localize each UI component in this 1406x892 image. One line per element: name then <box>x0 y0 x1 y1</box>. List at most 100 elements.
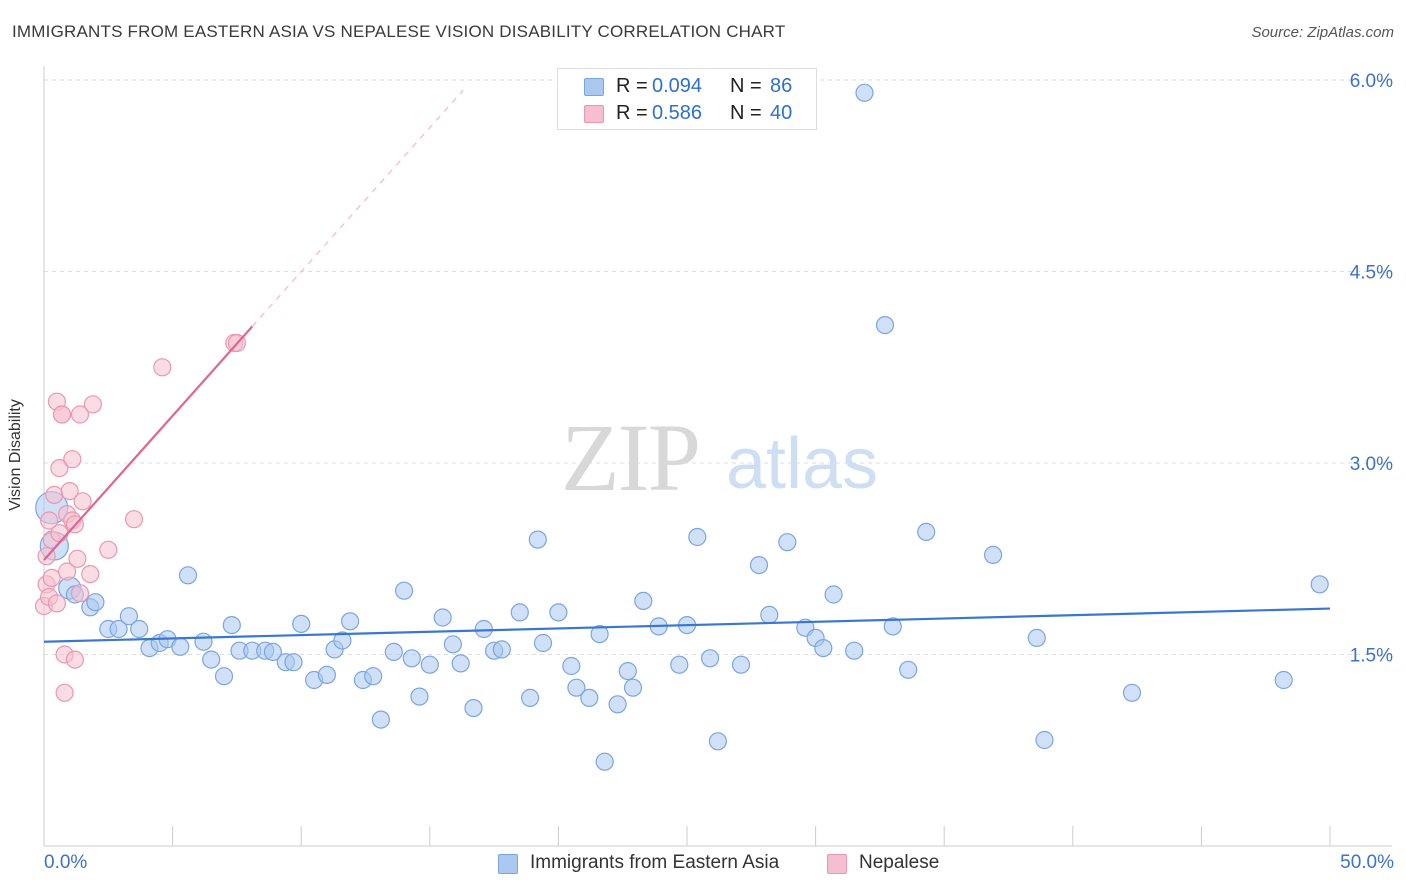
point-eastern-asia-38 <box>420 655 439 674</box>
point-eastern-asia-8 <box>119 607 138 626</box>
n-label: N = <box>730 102 762 124</box>
point-eastern-asia-14 <box>178 566 198 585</box>
y-tick-label-2: 4.5% <box>1350 263 1393 284</box>
point-nepalese-23 <box>68 549 87 568</box>
point-eastern-asia-32 <box>364 667 383 686</box>
point-nepalese-9 <box>47 594 67 613</box>
point-nepalese-28 <box>83 395 103 414</box>
point-eastern-asia-42 <box>464 698 483 718</box>
point-eastern-asia-64 <box>700 649 720 668</box>
point-eastern-asia-48 <box>528 530 547 549</box>
point-eastern-asia-55 <box>595 752 614 771</box>
r-value: 0.094 <box>652 75 703 97</box>
point-eastern-asia-51 <box>562 656 581 676</box>
point-eastern-asia-34 <box>384 642 403 662</box>
y-tick-label-0: 1.5% <box>1350 646 1393 667</box>
point-eastern-asia-77 <box>883 617 902 636</box>
point-eastern-asia-78 <box>899 660 918 679</box>
point-eastern-asia-85 <box>1310 575 1329 594</box>
point-nepalese-25 <box>70 405 90 424</box>
point-eastern-asia-79 <box>917 522 936 542</box>
point-nepalese-18 <box>60 482 79 501</box>
point-nepalese-31 <box>153 358 172 377</box>
legend-label: Immigrants from Eastern Asia <box>530 852 780 873</box>
point-eastern-asia-81 <box>1027 628 1046 648</box>
point-eastern-asia-30 <box>341 612 360 631</box>
trend-extension-nepalese <box>251 89 464 327</box>
point-eastern-asia-57 <box>618 661 637 681</box>
point-eastern-asia-13 <box>171 637 190 656</box>
point-eastern-asia-54 <box>590 624 609 644</box>
point-eastern-asia-63 <box>688 527 707 547</box>
watermark-atlas: atlas <box>726 424 878 504</box>
point-nepalese-4 <box>39 511 59 530</box>
point-eastern-asia-66 <box>731 655 751 674</box>
point-eastern-asia-41 <box>451 654 470 673</box>
point-eastern-asia-35 <box>395 581 414 600</box>
blue-swatch <box>498 854 518 874</box>
point-eastern-asia-33 <box>371 710 390 729</box>
pink-swatch <box>827 854 847 874</box>
point-nepalese-21 <box>65 650 85 669</box>
point-nepalese-15 <box>55 683 74 702</box>
point-eastern-asia-24 <box>284 653 303 672</box>
point-eastern-asia-50 <box>549 603 568 622</box>
axes <box>43 66 1392 847</box>
pink-swatch <box>584 105 604 123</box>
grid-lines <box>44 79 1392 655</box>
point-eastern-asia-18 <box>222 615 241 635</box>
point-eastern-asia-53 <box>580 688 599 708</box>
point-eastern-asia-16 <box>202 650 221 669</box>
x-tick-label-min: 0.0% <box>44 852 88 873</box>
trend-line-eastern-asia <box>43 607 1331 643</box>
point-nepalese-30 <box>124 510 144 529</box>
point-eastern-asia-5 <box>86 593 105 612</box>
n-value: 86 <box>770 75 793 97</box>
bottom-legend: Immigrants from Eastern Asia Nepalese <box>0 852 1406 878</box>
point-nepalese-26 <box>73 492 92 511</box>
point-nepalese-5 <box>42 568 61 588</box>
point-eastern-asia-65 <box>708 732 728 751</box>
point-eastern-asia-15 <box>194 632 213 651</box>
point-eastern-asia-52 <box>567 678 586 697</box>
y-axis-label: Vision Disability <box>7 399 24 511</box>
stats-legend-box: R = 0.094 N = 86 R = 0.586 N = 40 <box>557 68 817 130</box>
source-label: Source: ZipAtlas.com <box>1251 24 1394 41</box>
point-eastern-asia-37 <box>410 687 429 706</box>
point-eastern-asia-39 <box>433 608 452 627</box>
watermark-zip: ZIP <box>561 404 699 511</box>
y-tick-label-1: 3.0% <box>1350 454 1393 475</box>
point-eastern-asia-68 <box>760 605 779 625</box>
point-eastern-asia-75 <box>855 83 874 102</box>
point-eastern-asia-80 <box>983 545 1003 565</box>
point-eastern-asia-40 <box>443 635 462 654</box>
data-points <box>34 83 1329 771</box>
y-tick-labels: 1.5% 3.0% 4.5% 6.0% <box>1350 71 1393 667</box>
point-eastern-asia-46 <box>510 603 529 622</box>
chart-title: IMMIGRANTS FROM EASTERN ASIA VS NEPALESE… <box>12 22 786 41</box>
y-tick-label-3: 6.0% <box>1350 71 1393 92</box>
point-eastern-asia-83 <box>1122 683 1142 702</box>
watermark: ZIP atlas <box>561 404 878 511</box>
legend-label: Nepalese <box>859 852 940 873</box>
point-eastern-asia-58 <box>623 678 643 697</box>
point-eastern-asia-72 <box>814 638 833 658</box>
x-tick-label-max: 50.0% <box>1340 852 1394 873</box>
point-eastern-asia-84 <box>1274 670 1293 690</box>
point-eastern-asia-43 <box>474 619 493 639</box>
blue-swatch <box>584 78 604 96</box>
point-eastern-asia-56 <box>608 695 627 714</box>
point-nepalese-7 <box>45 485 64 504</box>
point-nepalese-11 <box>50 524 69 543</box>
point-eastern-asia-49 <box>533 633 553 653</box>
r-label: R = <box>616 75 648 97</box>
point-nepalese-10 <box>50 459 69 478</box>
point-nepalese-13 <box>52 405 72 424</box>
point-eastern-asia-9 <box>130 619 149 639</box>
r-label: R = <box>616 102 648 124</box>
point-eastern-asia-29 <box>333 631 352 650</box>
point-eastern-asia-17 <box>214 667 234 686</box>
point-eastern-asia-82 <box>1035 730 1054 750</box>
point-eastern-asia-61 <box>670 655 689 674</box>
